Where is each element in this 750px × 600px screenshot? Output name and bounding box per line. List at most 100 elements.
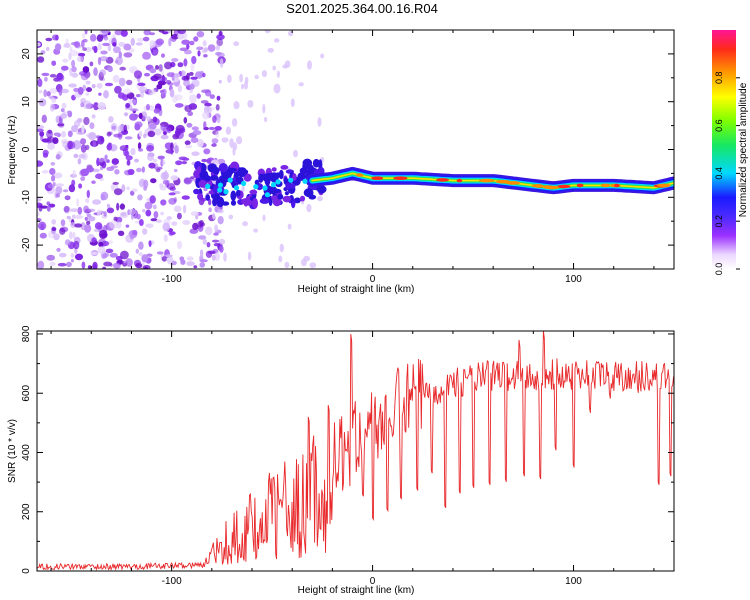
noise-speck [157, 155, 165, 160]
noise-speck [187, 111, 193, 117]
noise-speck [143, 179, 149, 189]
noise-speck [203, 47, 209, 52]
noise-speck [216, 116, 221, 124]
noise-speck [158, 64, 163, 72]
noise-speck [70, 253, 75, 258]
noise-speck [92, 140, 97, 148]
faint-speck [247, 251, 252, 261]
noise-speck [142, 265, 151, 269]
noise-speck [100, 50, 108, 55]
noise-speck [176, 212, 182, 220]
noise-speck [85, 80, 91, 85]
noise-speck [82, 100, 92, 110]
spectrogram-ylabel: Frequency (Hz) [7, 116, 18, 185]
noise-speck [138, 82, 146, 87]
noise-speck [85, 144, 90, 151]
noise-speck [92, 199, 102, 205]
noise-speck [56, 247, 61, 252]
noise-speck [149, 40, 156, 49]
noise-speck [132, 229, 138, 236]
noise-speck [66, 110, 72, 114]
noise-speck [112, 181, 119, 185]
noise-speck [208, 207, 212, 213]
faint-speck [287, 223, 292, 230]
noise-speck [145, 209, 152, 217]
noise-speck [66, 261, 72, 268]
signal-blob [197, 166, 202, 174]
signal-blob [293, 197, 301, 204]
noise-speck [55, 73, 65, 82]
noise-speck [144, 201, 153, 210]
signal-blob [272, 188, 282, 194]
noise-speck [74, 215, 84, 219]
signal-peak [393, 176, 408, 180]
signal-blob [193, 188, 200, 195]
faint-speck [306, 203, 312, 213]
noise-speck [84, 216, 89, 221]
snr-panel: -100 0 100 0 200 400 600 800 Height of straight… [7, 325, 675, 596]
noise-speck [70, 259, 74, 263]
noise-speck [55, 34, 59, 41]
noise-speck [214, 252, 221, 261]
colorbar-gradient [712, 30, 736, 269]
noise-speck [122, 260, 128, 265]
noise-speck [215, 104, 220, 111]
noise-speck [199, 262, 205, 268]
noise-speck [78, 153, 86, 159]
noise-speck [201, 158, 208, 163]
noise-speck [45, 37, 53, 42]
noise-speck [177, 84, 183, 93]
noise-speck [193, 36, 199, 42]
noise-speck [173, 168, 178, 173]
noise-speck [199, 249, 204, 258]
faint-speck [317, 117, 322, 127]
noise-speck [188, 71, 194, 76]
noise-speck [131, 188, 138, 193]
noise-speck [208, 250, 216, 255]
noise-speck [150, 178, 157, 184]
noise-speck [135, 42, 143, 46]
noise-speck [160, 211, 165, 216]
noise-speck [71, 59, 76, 68]
noise-speck [59, 252, 67, 258]
noise-speck [163, 234, 168, 243]
signal-blob [278, 169, 284, 180]
noise-speck [88, 132, 97, 141]
noise-speck [192, 130, 202, 136]
faint-speck [273, 83, 281, 94]
noise-speck [170, 175, 179, 181]
noise-speck [117, 230, 125, 236]
noise-speck [49, 103, 55, 112]
noise-speck [61, 102, 67, 109]
noise-speck [110, 122, 118, 132]
signal-peak [576, 183, 584, 188]
noise-speck [59, 227, 66, 235]
noise-speck [91, 114, 96, 119]
noise-speck [86, 220, 91, 225]
noise-speck [190, 211, 199, 216]
noise-speck [89, 122, 95, 130]
noise-speck [160, 199, 167, 206]
noise-speck [86, 189, 91, 199]
noise-speck [52, 137, 59, 145]
noise-speck [62, 58, 69, 63]
noise-speck [149, 123, 157, 130]
noise-speck [139, 219, 144, 226]
noise-speck [37, 260, 45, 269]
noise-speck [147, 130, 156, 138]
noise-speck [150, 218, 158, 222]
noise-speck [186, 122, 193, 128]
noise-speck [183, 117, 188, 124]
noise-speck [96, 34, 104, 42]
noise-speck [46, 254, 55, 261]
noise-speck [93, 102, 99, 111]
faint-speck [290, 98, 295, 107]
noise-speck [60, 219, 66, 227]
faint-speck [244, 81, 248, 90]
noise-speck [141, 254, 149, 263]
signal-blob [290, 183, 296, 189]
noise-speck [113, 133, 123, 138]
noise-speck [100, 30, 110, 34]
noise-speck [193, 265, 198, 269]
noise-speck [84, 224, 92, 233]
